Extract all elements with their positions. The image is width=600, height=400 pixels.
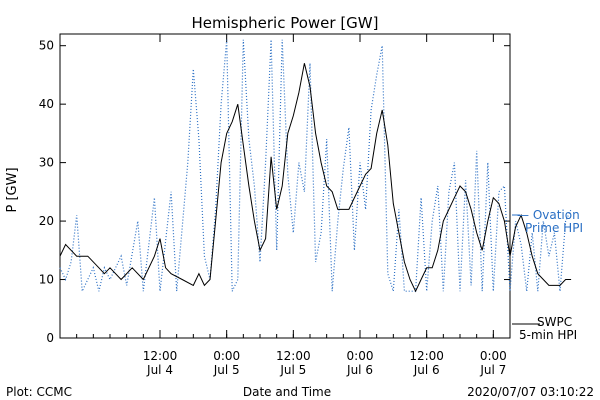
x-tick-label-date: Jul 6	[346, 363, 373, 377]
legend-ovation-line2: Prime HPI	[525, 221, 583, 235]
y-axis-label: P [GW]	[5, 167, 20, 212]
y-tick-label: 10	[39, 273, 54, 287]
y-tick-label: 0	[46, 331, 54, 345]
footer-timestamp: 2020/07/07 03:10:22	[467, 385, 594, 399]
x-tick-label-time: 12:00	[409, 349, 444, 363]
x-tick-label-time: 12:00	[143, 349, 178, 363]
x-tick-label-date: Jul 5	[213, 363, 240, 377]
x-tick-label-date: Jul 4	[146, 363, 173, 377]
legend-ovation-line1: — Ovation	[517, 208, 580, 222]
x-tick-label-date: Jul 6	[413, 363, 440, 377]
x-tick-label-time: 0:00	[347, 349, 374, 363]
x-tick-label-date: Jul 5	[279, 363, 306, 377]
series-layer	[59, 39, 572, 294]
footer-axis-title: Date and Time	[243, 385, 331, 399]
x-tick-label-date: Jul 7	[479, 363, 506, 377]
y-axis-ticks: 0 10 20 30 40 50	[39, 39, 510, 345]
y-tick-label: 20	[39, 214, 54, 228]
plot-frame	[59, 33, 511, 339]
legend: — Ovation Prime HPI SWPC 5-min HPI	[512, 208, 583, 342]
legend-swpc-line2: 5-min HPI	[519, 328, 577, 342]
series-ovation-line	[59, 39, 572, 294]
y-tick-label: 30	[39, 156, 54, 170]
chart-title: Hemispheric Power [GW]	[192, 14, 379, 32]
y-tick-label: 40	[39, 97, 54, 111]
series-swpc-line	[59, 63, 572, 293]
y-tick-label: 50	[39, 39, 54, 53]
axes-frame	[59, 33, 511, 339]
x-tick-label-time: 0:00	[480, 349, 507, 363]
x-tick-label-time: 0:00	[213, 349, 240, 363]
footer-credit: Plot: CCMC	[6, 385, 72, 399]
legend-swpc-line1: SWPC	[537, 315, 572, 329]
x-tick-label-time: 12:00	[276, 349, 311, 363]
